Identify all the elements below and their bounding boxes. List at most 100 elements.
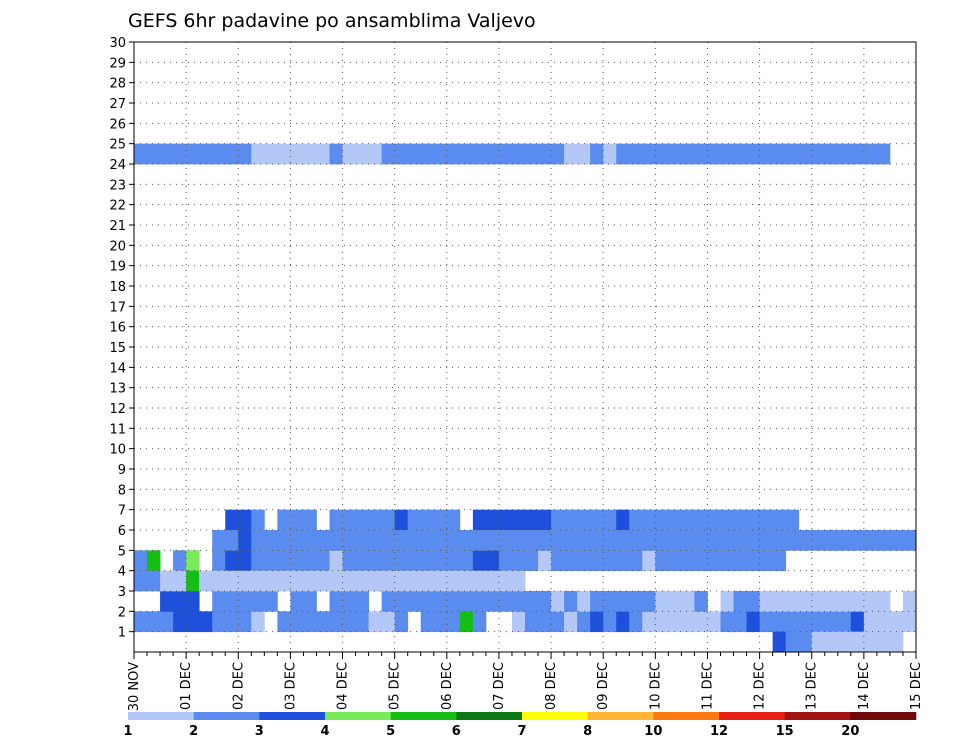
- heatmap-cell: [290, 611, 304, 633]
- heatmap-cell: [811, 611, 826, 633]
- heatmap-cell: [303, 611, 317, 633]
- heatmap-cell: [655, 509, 669, 531]
- heatmap-cell: [551, 591, 565, 612]
- x-tick-label: 13 DEC: [805, 662, 820, 710]
- heatmap-cell: [459, 143, 474, 165]
- heatmap-cell: [342, 570, 356, 592]
- heatmap-cell: [485, 530, 500, 551]
- heatmap-cell: [603, 591, 617, 612]
- heatmap-cell: [551, 530, 565, 551]
- heatmap-cell: [277, 509, 291, 531]
- colorbar-label: 12: [710, 724, 728, 739]
- heatmap-cell: [642, 611, 656, 633]
- heatmap-cell: [472, 550, 487, 572]
- heatmap-cell: [720, 509, 734, 531]
- colorbar-label: 2: [189, 724, 198, 739]
- heatmap-cell: [251, 570, 265, 592]
- heatmap-cell: [551, 611, 565, 633]
- heatmap-cell: [368, 143, 383, 165]
- heatmap-cell: [798, 591, 813, 612]
- heatmap-cell: [498, 143, 513, 165]
- y-tick-label: 5: [118, 544, 126, 559]
- colorbar-swatch: [259, 712, 326, 720]
- heatmap-cell: [303, 591, 317, 612]
- heatmap-cell: [329, 530, 343, 551]
- heatmap-cell: [759, 143, 774, 165]
- heatmap-cell: [160, 143, 174, 165]
- x-tick-label: 30 NOV: [127, 662, 142, 711]
- heatmap-cell: [564, 611, 578, 633]
- heatmap-cell: [368, 530, 383, 551]
- heatmap-cell: [446, 570, 461, 592]
- heatmap-cell: [433, 550, 448, 572]
- colorbar-label: 1: [123, 724, 132, 739]
- heatmap-cell: [863, 591, 878, 612]
- heatmap-cell: [720, 550, 734, 572]
- heatmap-cell: [407, 550, 422, 572]
- heatmap-cell: [199, 611, 213, 633]
- heatmap-cell: [733, 509, 747, 531]
- heatmap-cell: [173, 550, 187, 572]
- heatmap-cell: [850, 143, 865, 165]
- heatmap-cell: [173, 591, 187, 612]
- x-tick-label: 08 DEC: [544, 662, 559, 710]
- heatmap-cell: [655, 611, 669, 633]
- heatmap-cell: [876, 591, 891, 612]
- heatmap-cell: [173, 611, 187, 633]
- heatmap-cell: [564, 509, 578, 531]
- heatmap-cell: [212, 530, 226, 551]
- colorbar-swatch: [128, 712, 194, 720]
- heatmap-cell: [290, 570, 304, 592]
- heatmap-cell: [798, 611, 813, 633]
- heatmap-cell: [394, 611, 409, 633]
- heatmap-cell: [147, 611, 161, 633]
- heatmap-cell: [472, 530, 487, 551]
- heatmap-cell: [381, 570, 396, 592]
- heatmap-cell: [459, 611, 474, 633]
- y-tick-label: 22: [109, 199, 126, 214]
- heatmap-cell: [824, 143, 839, 165]
- x-tick-label: 02 DEC: [231, 662, 246, 710]
- heatmap-cell: [212, 591, 226, 612]
- heatmap-cell: [876, 530, 891, 551]
- heatmap-cell: [720, 530, 734, 551]
- heatmap-cell: [668, 143, 682, 165]
- heatmap-cell: [290, 509, 304, 531]
- heatmap-cell: [655, 143, 669, 165]
- x-axis: 30 NOV 01 DEC 02 DEC 03 DEC 04 DEC 05 DEC 06 D…: [127, 652, 924, 711]
- colorbar-label: 8: [583, 724, 592, 739]
- y-tick-label: 20: [109, 239, 126, 254]
- heatmap-cell: [342, 591, 356, 612]
- heatmap-cell: [472, 143, 487, 165]
- x-tick-label: 03 DEC: [283, 662, 298, 710]
- heatmap-cell: [498, 550, 513, 572]
- heatmap-cell: [212, 143, 226, 165]
- heatmap-cell: [277, 550, 291, 572]
- y-tick-label: 7: [118, 504, 126, 519]
- y-tick-label: 17: [109, 300, 126, 315]
- heatmap-cell: [759, 611, 774, 633]
- y-tick-label: 21: [109, 219, 126, 234]
- heatmap-cell: [525, 591, 539, 612]
- colorbar-swatch: [456, 712, 523, 720]
- colorbar-label: 20: [841, 724, 859, 739]
- heatmap-cell: [746, 509, 760, 531]
- heatmap-cell: [707, 550, 721, 572]
- heatmap-cell: [811, 530, 826, 551]
- heatmap-cell: [225, 570, 239, 592]
- heatmap-cell: [199, 143, 213, 165]
- heatmap-cell: [642, 143, 656, 165]
- heatmap-cell: [525, 611, 539, 633]
- heatmap-cell: [538, 591, 552, 612]
- x-tick-label: 15 DEC: [909, 662, 924, 710]
- heatmap-cell: [446, 509, 461, 531]
- heatmap-cell: [772, 143, 787, 165]
- heatmap-cell: [863, 530, 878, 551]
- heatmap-cell: [759, 530, 774, 551]
- heatmap-cell: [355, 530, 369, 551]
- heatmap-cell: [668, 611, 682, 633]
- heatmap-cell: [433, 530, 448, 551]
- heatmap-cell: [902, 530, 917, 551]
- heatmap-cell: [511, 509, 526, 531]
- heatmap-cell: [694, 530, 708, 551]
